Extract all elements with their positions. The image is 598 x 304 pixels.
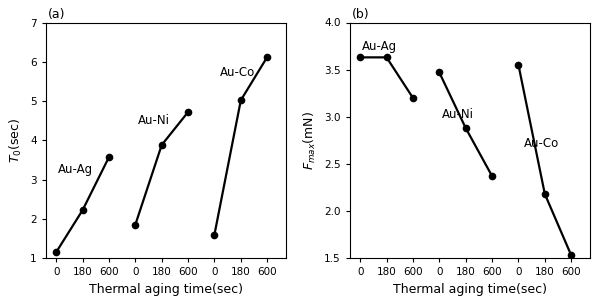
X-axis label: Thermal aging time(sec): Thermal aging time(sec) <box>89 283 243 296</box>
Text: Au-Ag: Au-Ag <box>362 40 396 53</box>
Text: Au-Co: Au-Co <box>219 67 255 79</box>
X-axis label: Thermal aging time(sec): Thermal aging time(sec) <box>393 283 547 296</box>
Y-axis label: $T_0$(sec): $T_0$(sec) <box>8 118 25 163</box>
Text: Au-Ni: Au-Ni <box>442 109 474 121</box>
Text: (a): (a) <box>48 8 66 21</box>
Text: (b): (b) <box>352 8 370 21</box>
Text: Au-Co: Au-Co <box>524 137 559 150</box>
Text: Au-Ag: Au-Ag <box>57 163 93 176</box>
Text: Au-Ni: Au-Ni <box>138 114 170 126</box>
Y-axis label: $F_{max}$(mN): $F_{max}$(mN) <box>303 111 318 170</box>
